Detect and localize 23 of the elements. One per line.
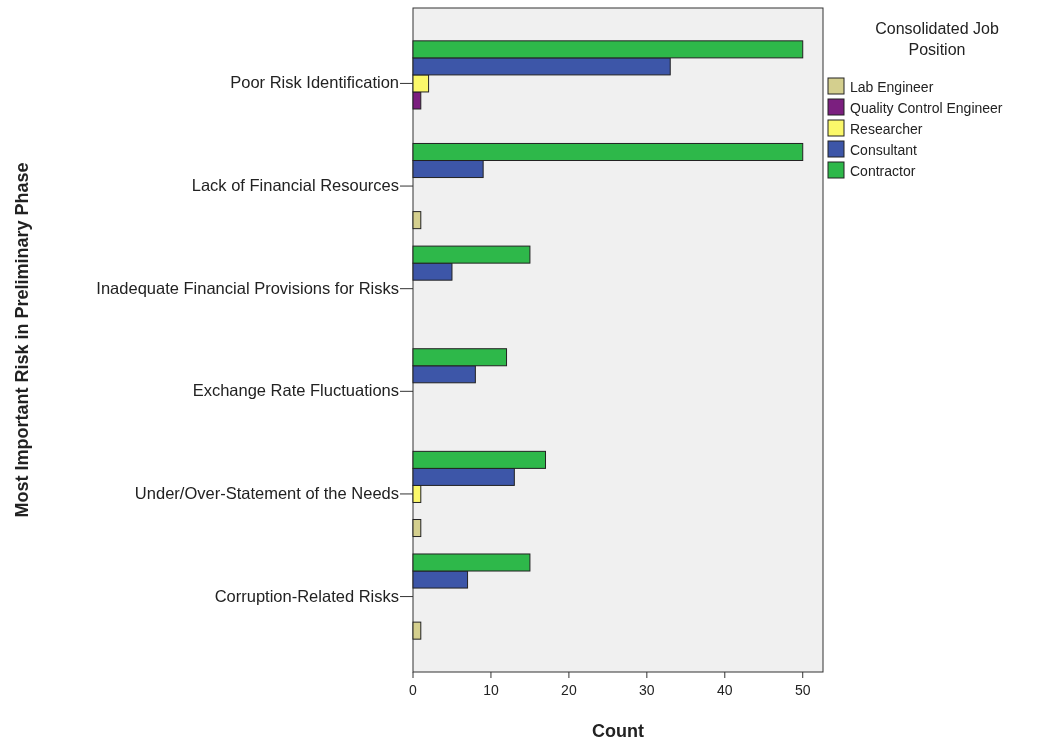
y-tick-label: Exchange Rate Fluctuations <box>192 381 399 400</box>
legend-label: Contractor <box>850 163 916 179</box>
y-tick-label: Under/Over-Statement of the Needs <box>134 483 399 502</box>
y-tick-label: Lack of Financial Resources <box>191 176 399 195</box>
y-tick-label: Corruption-Related Risks <box>214 586 399 605</box>
legend-title: Consolidated Job Position <box>874 19 1000 60</box>
y-tick-label: Inadequate Financial Provisions for Risks <box>96 278 399 297</box>
x-tick-label: 0 <box>409 682 418 698</box>
legend-label: Consultant <box>850 142 918 158</box>
bar <box>412 519 422 538</box>
y-tick-label: Poor Risk Identification <box>230 73 399 92</box>
x-tick-label: 10 <box>483 682 499 698</box>
bar <box>412 621 422 640</box>
legend-label: Quality Control Engineer <box>850 100 1003 116</box>
x-tick-label: 40 <box>717 682 733 698</box>
x-tick-label: 20 <box>561 682 577 698</box>
x-tick-label: 30 <box>639 682 655 698</box>
y-axis-title: Most Important Risk in Preliminary Phase <box>12 162 32 518</box>
legend-label: Researcher <box>850 121 923 137</box>
bar <box>412 211 422 230</box>
legend-label: Lab Engineer <box>850 79 934 95</box>
x-axis-title: Count <box>592 721 644 740</box>
x-tick-label: 50 <box>794 682 811 698</box>
